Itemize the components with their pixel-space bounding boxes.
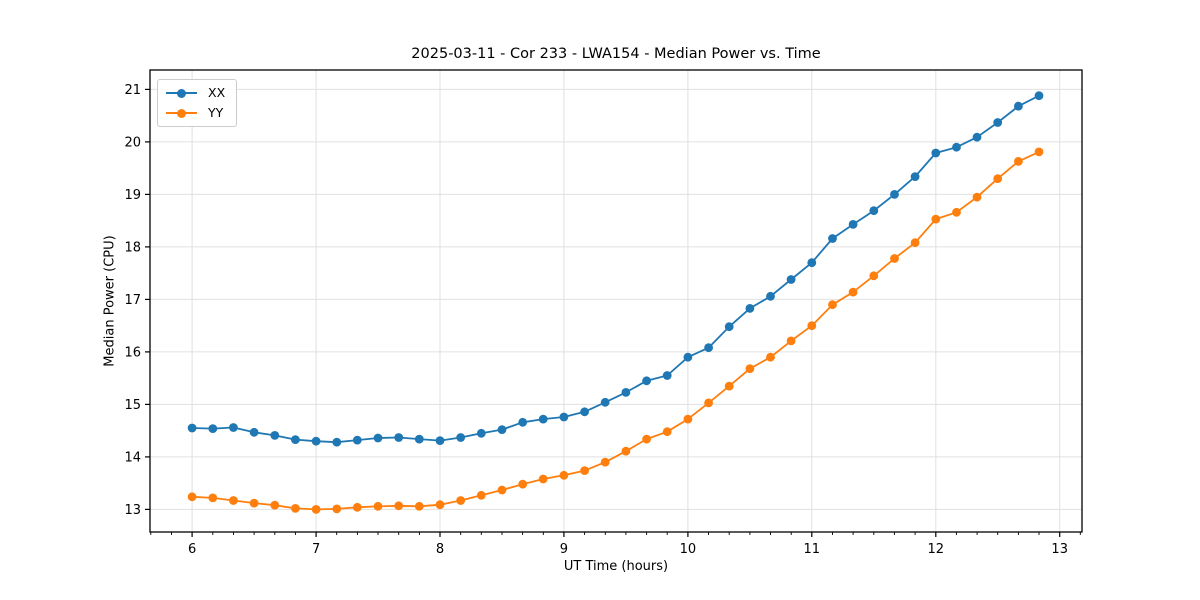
svg-text:21: 21 [124,83,141,98]
svg-text:8: 8 [436,542,444,557]
svg-text:15: 15 [124,398,141,413]
y-axis-label: Median Power (CPU) [102,235,118,367]
svg-text:12: 12 [928,542,945,557]
svg-text:10: 10 [680,542,697,557]
legend: XX YY [157,79,238,127]
svg-text:19: 19 [124,188,141,203]
svg-text:13: 13 [124,503,141,518]
chart-title: 2025-03-11 - Cor 233 - LWA154 - Median P… [411,46,821,62]
svg-text:14: 14 [124,450,141,465]
x-axis-label: UT Time (hours) [563,559,669,574]
legend-item-xx: XX [166,85,225,101]
svg-text:6: 6 [188,542,196,557]
svg-text:7: 7 [312,542,320,557]
legend-line-marker-xx-icon [166,88,197,98]
legend-item-yy: YY [166,105,225,121]
legend-label-xx: XX [208,84,226,100]
svg-text:11: 11 [804,542,821,557]
svg-text:18: 18 [124,240,141,255]
svg-text:9: 9 [560,542,568,557]
svg-text:13: 13 [1051,542,1068,557]
svg-text:17: 17 [124,293,141,308]
svg-text:16: 16 [124,345,141,360]
svg-text:20: 20 [124,135,141,150]
legend-line-marker-yy-icon [166,108,197,118]
legend-label-yy: YY [208,104,224,120]
